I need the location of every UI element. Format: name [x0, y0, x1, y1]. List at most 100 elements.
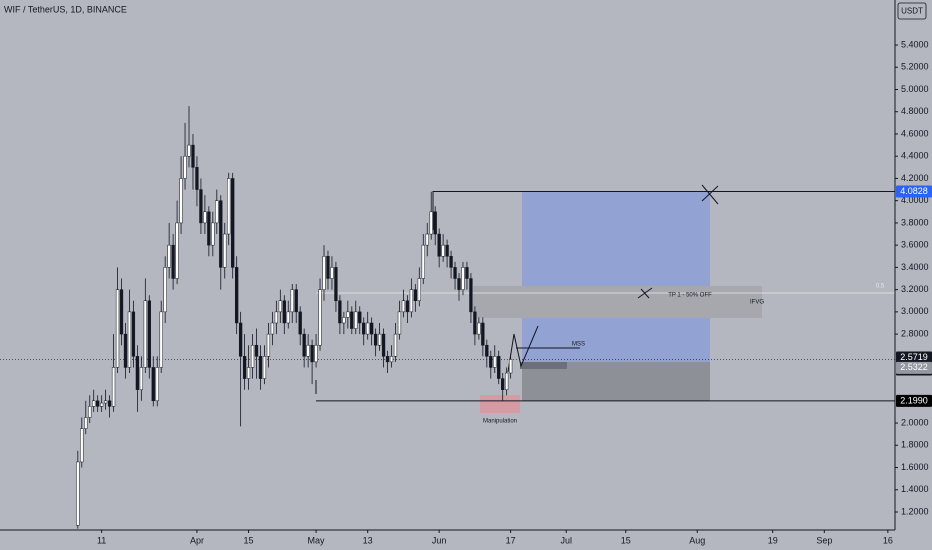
candle-body — [481, 322, 485, 346]
candle-body — [298, 311, 302, 335]
candle-body — [123, 333, 128, 368]
projection-path — [507, 325, 539, 373]
candle-body — [278, 300, 282, 313]
candle-body — [381, 333, 386, 357]
candle-body — [88, 406, 92, 418]
candle-body — [505, 372, 509, 390]
candle-body — [302, 333, 306, 357]
candle-body — [401, 300, 406, 313]
candle-body — [445, 244, 449, 257]
candle-body — [143, 300, 147, 368]
candle-body — [100, 402, 104, 407]
candle-body — [409, 289, 414, 313]
candle-body — [115, 289, 120, 368]
x-tick-label: Aug — [689, 535, 705, 545]
price-tag — [896, 361, 932, 374]
y-tick-label: 2.8000 — [901, 328, 929, 338]
candle-body — [326, 256, 330, 279]
candle-body — [370, 322, 374, 335]
candle-body — [485, 344, 489, 357]
candle-body — [167, 244, 171, 268]
y-tick-label: 5.2000 — [901, 62, 929, 72]
candle-body — [449, 256, 453, 268]
candle-body — [413, 289, 417, 301]
candle-body — [159, 311, 163, 368]
candle-body — [346, 311, 350, 318]
x-tick-label: 16 — [883, 535, 893, 545]
candle-body — [151, 367, 155, 402]
candle-body — [270, 322, 275, 335]
price-tag-label: 2.5322 — [900, 362, 928, 372]
candle-body — [310, 344, 314, 363]
x-tick-label: Jul — [560, 535, 572, 545]
candle-body — [231, 178, 235, 268]
y-tick-label: 1.6000 — [901, 462, 929, 472]
candle-body — [127, 311, 132, 368]
candle-body — [203, 211, 207, 224]
price-tag-label: 2.5719 — [900, 352, 928, 362]
candle-body — [155, 367, 159, 402]
y-tick-label: 4.8000 — [901, 106, 929, 116]
candle-body — [135, 356, 140, 390]
candle-body — [179, 178, 183, 224]
candle-body — [262, 356, 267, 379]
candle-body — [235, 267, 239, 324]
annotation: MSS — [572, 342, 585, 348]
x-tick-label: 15 — [621, 535, 631, 545]
y-tick-label: 1.8000 — [901, 440, 929, 450]
annotation: 0.5 — [876, 284, 885, 290]
y-tick-label: 3.4000 — [901, 262, 929, 272]
y-tick-label: 3.8000 — [901, 217, 929, 227]
y-tick-label: 4.0000 — [901, 195, 929, 205]
candle-body — [306, 344, 310, 357]
candle-body — [437, 233, 441, 257]
entry-zone — [520, 362, 567, 369]
candle-body — [457, 278, 461, 290]
candle-body — [103, 400, 108, 404]
annotation: Manipulation — [483, 419, 517, 425]
candle-body — [290, 289, 294, 313]
candle-body — [338, 300, 342, 324]
candle-body — [80, 428, 84, 463]
y-tick-label: 1.4000 — [901, 484, 929, 494]
candle-body — [92, 400, 96, 407]
x-tick-label: Sep — [816, 535, 832, 545]
candle-body — [274, 311, 279, 324]
annotation: TP 1 - 50% OFF — [668, 293, 712, 299]
x-tick-label: 17 — [506, 535, 516, 545]
x-tick-label: 15 — [244, 535, 254, 545]
y-tick-label: 1.2000 — [901, 506, 929, 516]
candle-body — [342, 317, 346, 324]
candle-body — [266, 333, 271, 357]
candle-body — [322, 256, 326, 290]
x-tick-label: 11 — [97, 535, 106, 545]
currency-label[interactable]: USDT — [901, 7, 923, 16]
candle-body — [469, 278, 473, 313]
candle-body — [282, 300, 286, 324]
candle-body — [246, 367, 251, 379]
currency-button[interactable] — [897, 2, 927, 20]
x-mark — [640, 288, 650, 299]
candle-body — [147, 300, 151, 368]
price-tag — [896, 394, 932, 407]
candle-body — [107, 400, 112, 407]
price-tag — [896, 185, 932, 198]
candle-body — [223, 233, 227, 268]
x-mark — [701, 185, 719, 202]
candle-body — [501, 378, 505, 390]
candle-body — [473, 311, 477, 335]
candle-body — [318, 289, 322, 346]
candle-body — [171, 244, 175, 279]
candle-body — [195, 167, 199, 190]
candle-body — [238, 322, 243, 357]
candle-body — [191, 144, 195, 168]
candle-body — [334, 267, 338, 301]
candle-body — [453, 267, 457, 279]
candle-body — [393, 333, 398, 357]
y-tick-label: 3.0000 — [901, 306, 929, 316]
candle-body — [314, 344, 318, 363]
target-zone — [522, 191, 710, 362]
candle-body — [441, 244, 445, 257]
candle-body — [477, 322, 481, 335]
